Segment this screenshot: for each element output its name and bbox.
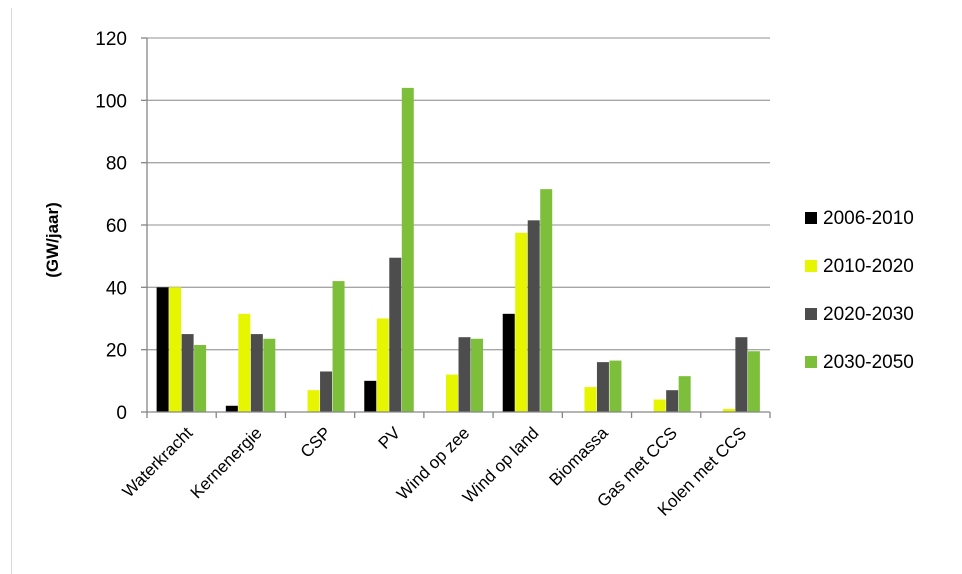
bar-2030-2050-csp <box>332 281 345 412</box>
legend-swatch <box>805 260 817 272</box>
y-tick-label: 0 <box>116 403 127 424</box>
bar-2020-2030-biomassa <box>596 362 609 412</box>
bar-2030-2050-gas-met-ccs <box>678 376 691 412</box>
legend-swatch <box>805 356 817 368</box>
bar-2010-2020-wind-op-land <box>515 232 528 412</box>
bar-2020-2030-kolen-met-ccs <box>735 337 748 412</box>
bar-2006-2010-pv <box>364 380 377 412</box>
y-tick-label: 100 <box>95 91 127 112</box>
legend-label: 2020-2030 <box>823 304 914 325</box>
bar-2010-2020-wind-op-zee <box>446 374 458 412</box>
bar-2006-2010-wind-op-land <box>502 313 515 412</box>
bar-2010-2020-kolen-met-ccs <box>722 408 735 412</box>
y-tick-label: 80 <box>106 154 127 175</box>
bar-2010-2020-biomassa <box>584 387 597 412</box>
bar-2020-2030-gas-met-ccs <box>666 390 679 412</box>
bar-2030-2050-pv <box>401 87 414 412</box>
bar-2010-2020-pv <box>376 318 389 412</box>
bar-2010-2020-waterkracht <box>169 287 182 412</box>
bars <box>156 87 760 412</box>
bar-2006-2010-waterkracht <box>156 287 169 412</box>
bar-2030-2050-wind-op-zee <box>471 338 483 412</box>
y-axis-title: (GW/jaar) <box>43 202 62 278</box>
bar-2030-2050-waterkracht <box>194 344 207 412</box>
gridlines <box>141 37 770 413</box>
bar-2020-2030-kernenergie <box>250 334 263 412</box>
frame-border <box>11 8 12 574</box>
bar-2030-2050-kolen-met-ccs <box>747 351 760 412</box>
bar-2010-2020-kernenergie <box>238 313 251 412</box>
bar-2006-2010-kernenergie <box>225 405 238 412</box>
y-tick-label: 40 <box>106 278 127 299</box>
y-tick-labels: 0 20 40 60 80 100 120 <box>95 29 127 424</box>
bar-2020-2030-csp <box>320 371 333 412</box>
bar-2030-2050-kernenergie <box>263 338 276 412</box>
bar-2020-2030-pv <box>389 257 402 412</box>
axes <box>146 38 771 418</box>
bar-2030-2050-wind-op-land <box>540 189 553 412</box>
category-label: Waterkracht <box>119 423 197 501</box>
bar-2020-2030-wind-op-zee <box>458 337 471 412</box>
legend: 2006-2010 2010-2020 2020-2030 2030-2050 <box>805 208 914 373</box>
legend-swatch <box>805 212 817 224</box>
bar-2020-2030-waterkracht <box>181 334 194 412</box>
bar-2010-2020-csp <box>307 390 320 412</box>
category-label: Biomassa <box>546 423 613 490</box>
y-tick-label: 60 <box>106 216 127 237</box>
legend-label: 2010-2020 <box>823 256 914 277</box>
bar-2020-2030-wind-op-land <box>527 220 540 412</box>
legend-swatch <box>805 308 817 320</box>
category-label: CSP <box>297 423 335 461</box>
legend-label: 2006-2010 <box>823 208 914 229</box>
bar-2010-2020-gas-met-ccs <box>653 399 666 412</box>
bar-2030-2050-biomassa <box>609 360 622 412</box>
y-tick-label: 120 <box>95 29 127 50</box>
category-label: Kernenergie <box>187 423 266 502</box>
category-label: PV <box>375 423 405 453</box>
y-tick-label: 20 <box>106 341 127 362</box>
legend-label: 2030-2050 <box>823 352 914 373</box>
